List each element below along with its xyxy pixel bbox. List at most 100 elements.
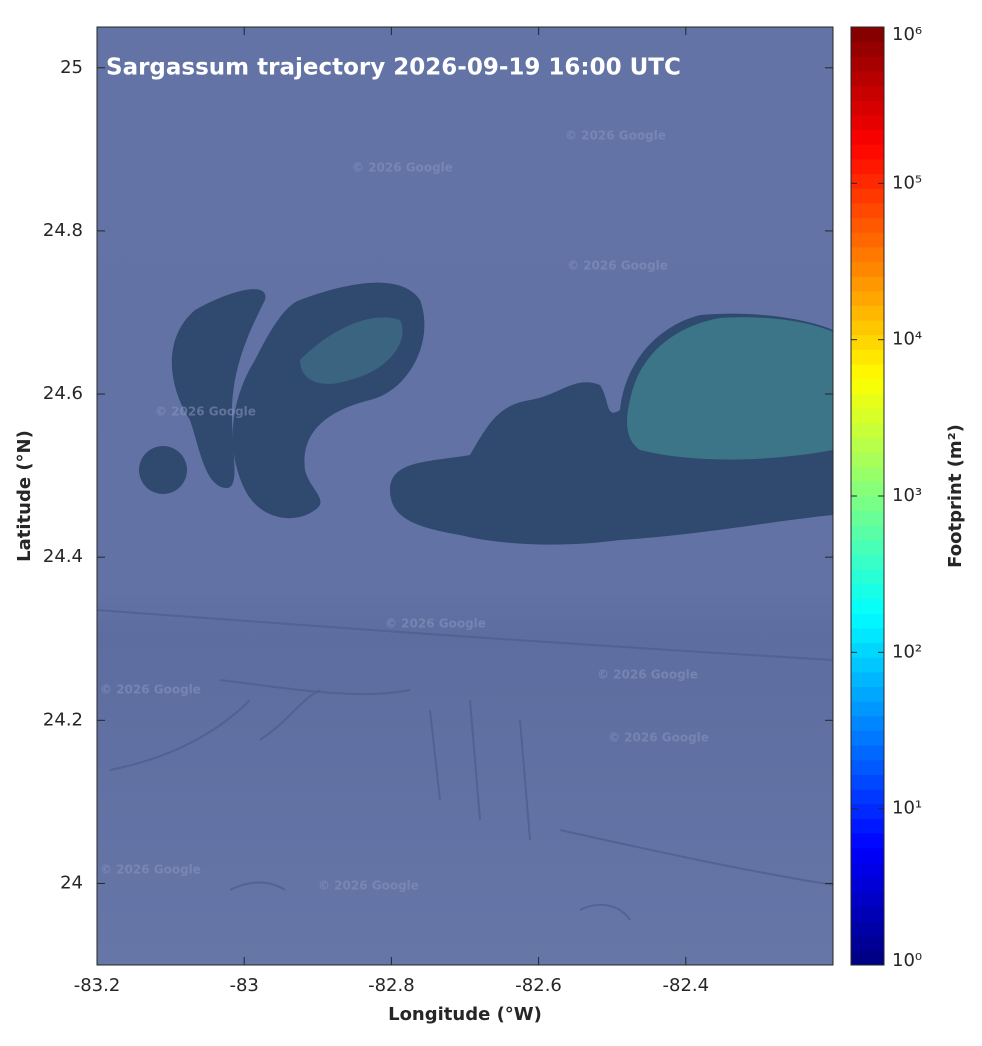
colorbar-band [851, 496, 884, 512]
x-tick-label: -82.8 [368, 975, 415, 996]
y-tick-label: 24.2 [43, 709, 83, 730]
map-title: Sargassum trajectory 2026-09-19 16:00 UT… [106, 55, 681, 81]
colorbar-band [851, 847, 884, 863]
colorbar-band [851, 657, 884, 673]
colorbar-band [851, 613, 884, 629]
x-tick-label: -83 [229, 975, 258, 996]
colorbar-band [851, 671, 884, 688]
colorbar-band [851, 715, 884, 731]
colorbar-band [851, 422, 884, 438]
x-tick-label: -83.2 [74, 975, 121, 996]
colorbar-band [851, 202, 884, 219]
plot-frame [96, 26, 834, 966]
map-watermark: © 2026 Google [155, 405, 256, 419]
colorbar-band [851, 114, 884, 131]
colorbar-band [851, 774, 884, 790]
colorbar-band [851, 686, 884, 702]
y-tick-label: 25 [60, 57, 83, 78]
colorbar-band [851, 818, 884, 834]
colorbar-band [851, 891, 884, 907]
colorbar-band [851, 129, 884, 145]
colorbar-band [851, 41, 884, 57]
colorbar-band [851, 642, 884, 658]
seafloor-relief [97, 609, 833, 921]
colorbar-band [851, 466, 884, 482]
colorbar-band [851, 525, 884, 541]
colorbar-band [851, 27, 884, 43]
colorbar-band [851, 789, 884, 805]
map-watermark: © 2026 Google [565, 129, 666, 143]
colorbar-tick-label: 10¹ [892, 798, 922, 819]
colorbar-band [851, 745, 884, 761]
colorbar-band [851, 759, 884, 775]
colorbar-band [851, 539, 884, 556]
colorbar-band [851, 261, 884, 277]
map-watermark: © 2026 Google [318, 879, 419, 893]
map-watermark: © 2026 Google [100, 863, 201, 877]
colorbar-band [851, 393, 884, 409]
map-watermark: © 2026 Google [567, 259, 668, 273]
colorbar-band [851, 100, 884, 116]
dense-patch [627, 317, 833, 460]
y-tick-label: 24.4 [43, 546, 83, 567]
colorbar-tick-label: 10⁶ [892, 24, 922, 45]
x-tick-label: -82.6 [515, 975, 562, 996]
colorbar-tick-label: 10⁵ [892, 172, 922, 193]
colorbar-band [851, 320, 884, 336]
colorbar-band [851, 627, 884, 644]
colorbar-band [851, 935, 884, 951]
dense-patch [300, 317, 403, 384]
colorbar-band [851, 85, 884, 101]
colorbar-band [851, 246, 884, 262]
colorbar-band [851, 569, 884, 585]
colorbar-band [851, 378, 884, 394]
colorbar-band [851, 701, 884, 717]
colorbar-band [851, 598, 884, 614]
y-tick-label: 24.6 [43, 383, 83, 404]
colorbar-band [851, 862, 884, 878]
colorbar-band [851, 217, 884, 233]
map-watermark: © 2026 Google [352, 161, 453, 175]
y-tick-label: 24 [60, 872, 83, 893]
colorbar-band [851, 803, 884, 819]
colorbar-band [851, 305, 884, 321]
colorbar-band [851, 276, 884, 292]
colorbar-band [851, 349, 884, 365]
colorbar-tick-label: 10² [892, 641, 922, 662]
colorbar-band [851, 232, 884, 248]
colorbar-tick-label: 10⁰ [892, 950, 922, 971]
x-tick-label: -82.4 [663, 975, 710, 996]
colorbar-tick-label: 10³ [892, 485, 922, 506]
colorbar-band [851, 921, 884, 937]
colorbar-band [851, 554, 884, 570]
y-tick-label: 24.8 [43, 220, 83, 241]
colorbar-band [851, 408, 884, 424]
colorbar-band [851, 334, 884, 350]
map-watermark: © 2026 Google [597, 668, 698, 682]
colorbar-band [851, 173, 884, 189]
map-layer [97, 27, 833, 965]
map-watermark: © 2026 Google [608, 731, 709, 745]
colorbar-band [851, 730, 884, 746]
colorbar-band [851, 158, 884, 175]
colorbar-band [851, 364, 884, 380]
colorbar-band [851, 950, 884, 966]
y-axis-label: Latitude (°N) [14, 430, 35, 562]
colorbar-band [851, 583, 884, 600]
map-watermark: © 2026 Google [385, 617, 486, 631]
colorbar-band [851, 877, 884, 893]
colorbar-band [851, 56, 884, 72]
colorbar-band [851, 437, 884, 453]
colorbar-label: Footprint (m²) [945, 424, 966, 568]
colorbar-band [851, 510, 884, 526]
colorbar-tick-label: 10⁴ [892, 329, 922, 350]
map-watermark: © 2026 Google [100, 683, 201, 697]
colorbar-band [851, 144, 884, 160]
colorbar-band [851, 481, 884, 497]
x-axis-label: Longitude (°W) [388, 1004, 542, 1025]
colorbar-band [851, 188, 884, 204]
colorbar-band [851, 452, 884, 468]
colorbar-band [851, 906, 884, 922]
colorbar-band [851, 70, 884, 87]
